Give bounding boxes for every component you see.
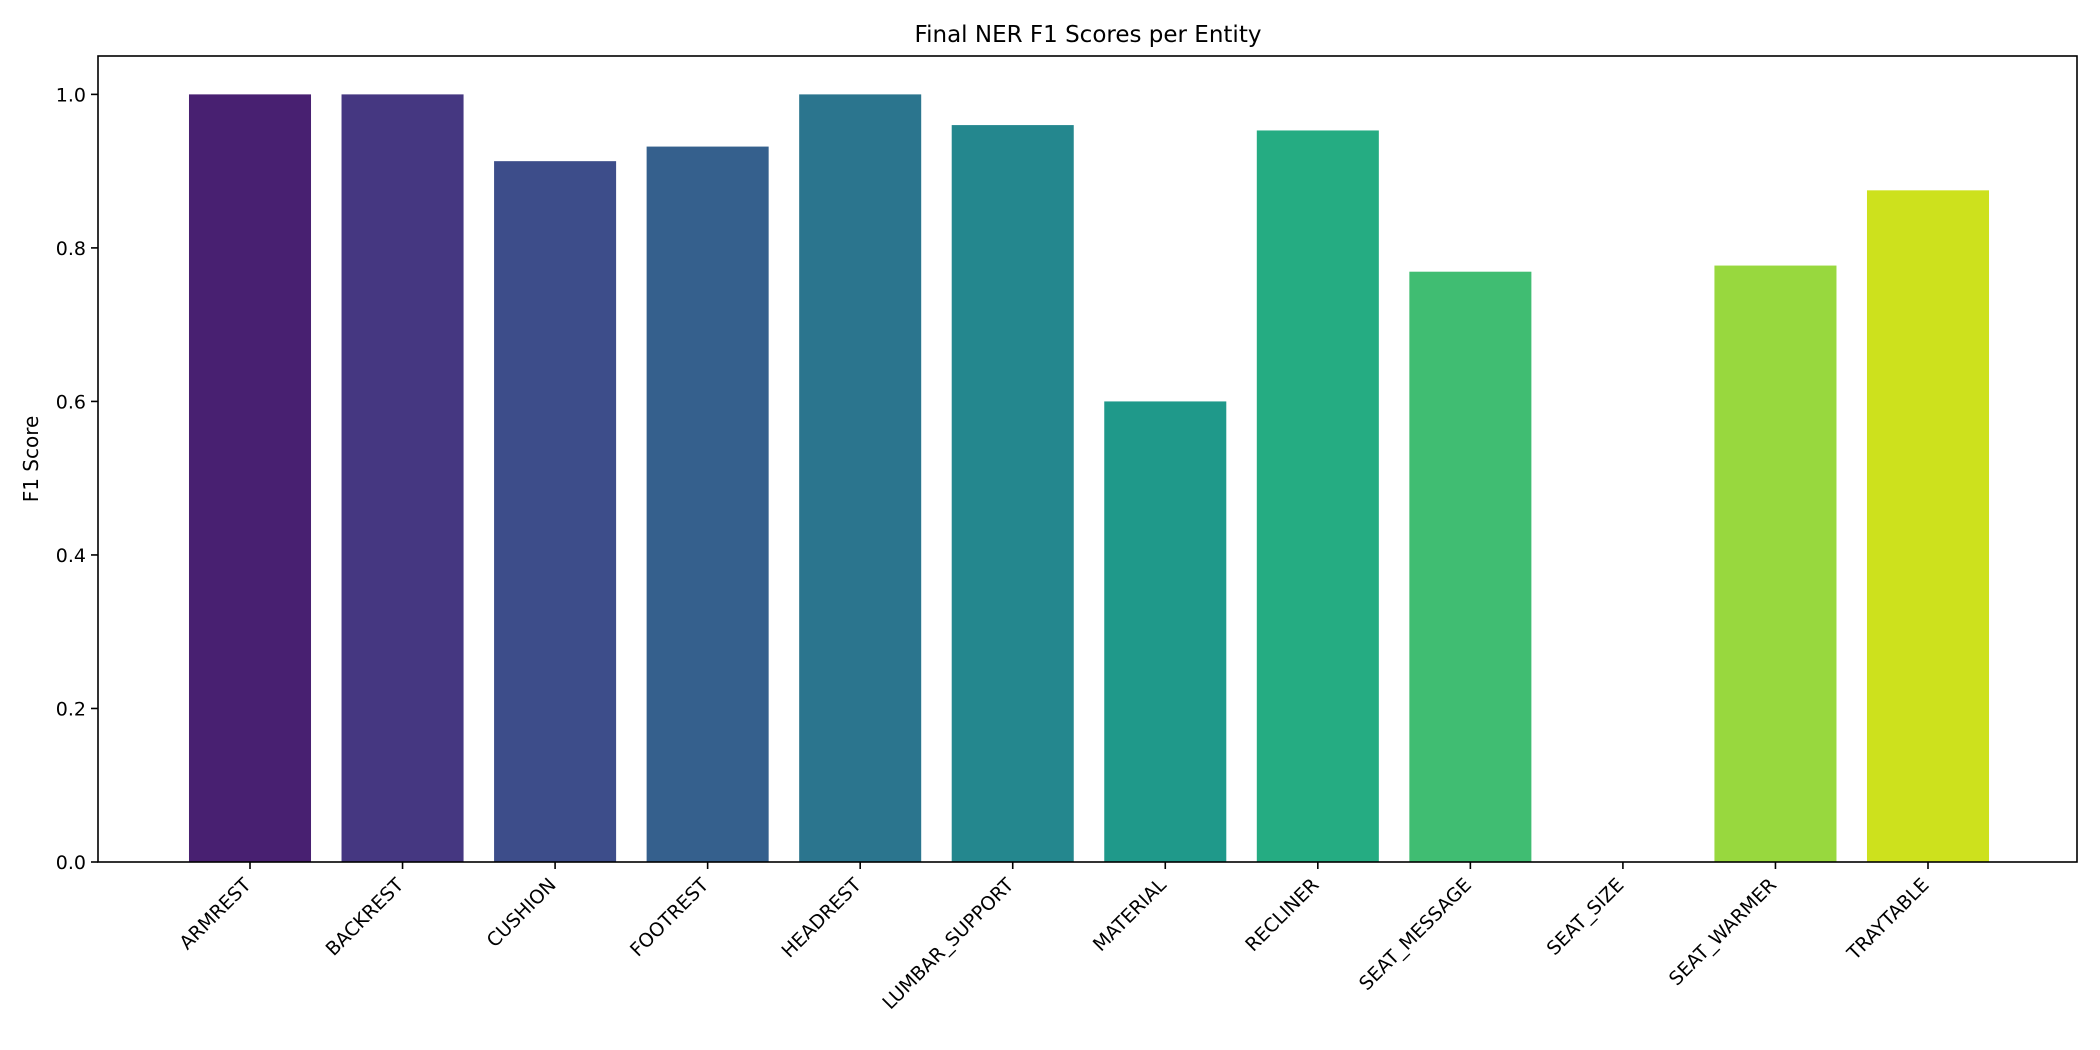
y-ticks-group: 0.0 0.2 0.4 0.6 0.8 1.0	[56, 84, 98, 874]
x-tick-label: CUSHION	[483, 874, 561, 952]
x-tick-label: BACKREST	[322, 874, 409, 961]
x-tick-label: MATERIAL	[1089, 874, 1171, 956]
bar-recliner	[1256, 130, 1379, 862]
y-tick-label: 1.0	[56, 84, 86, 106]
bar-seat-warmer	[1714, 265, 1837, 862]
bar-cushion	[494, 161, 617, 862]
bar-footrest	[646, 146, 769, 862]
y-tick-label: 0.6	[56, 391, 86, 413]
bar-backrest	[341, 94, 464, 862]
bar-lumbar-support	[951, 125, 1074, 863]
x-tick-label: TRAYTABLE	[1842, 874, 1933, 965]
bar-traytable	[1866, 190, 1990, 863]
bar-armrest	[188, 94, 312, 862]
y-tick-label: 0.4	[56, 545, 86, 567]
x-ticks-group: ARMREST BACKREST CUSHION FOOTREST HEADREST LU…	[175, 862, 1934, 1014]
x-tick-label: SEAT_WARMER	[1665, 874, 1781, 990]
x-tick-label: SEAT_MESSAGE	[1355, 874, 1476, 995]
chart-title: Final NER F1 Scores per Entity	[915, 22, 1262, 48]
x-tick-label: LUMBAR_SUPPORT	[878, 874, 1018, 1014]
bars-group	[188, 94, 1990, 863]
y-tick-label: 0.2	[56, 698, 86, 720]
x-tick-label: HEADREST	[777, 874, 866, 963]
y-axis-label: F1 Score	[19, 416, 43, 503]
y-tick-label: 0.8	[56, 238, 86, 260]
x-tick-label: FOOTREST	[626, 874, 713, 961]
bar-seat-message	[1409, 271, 1532, 863]
bar-material	[1104, 401, 1227, 862]
x-tick-label: RECLINER	[1241, 874, 1323, 956]
bar-headrest	[799, 94, 922, 862]
x-tick-label: SEAT_SIZE	[1543, 874, 1629, 960]
y-tick-label: 0.0	[56, 852, 86, 874]
x-tick-label: ARMREST	[175, 874, 256, 955]
plot-frame	[97, 55, 2078, 863]
